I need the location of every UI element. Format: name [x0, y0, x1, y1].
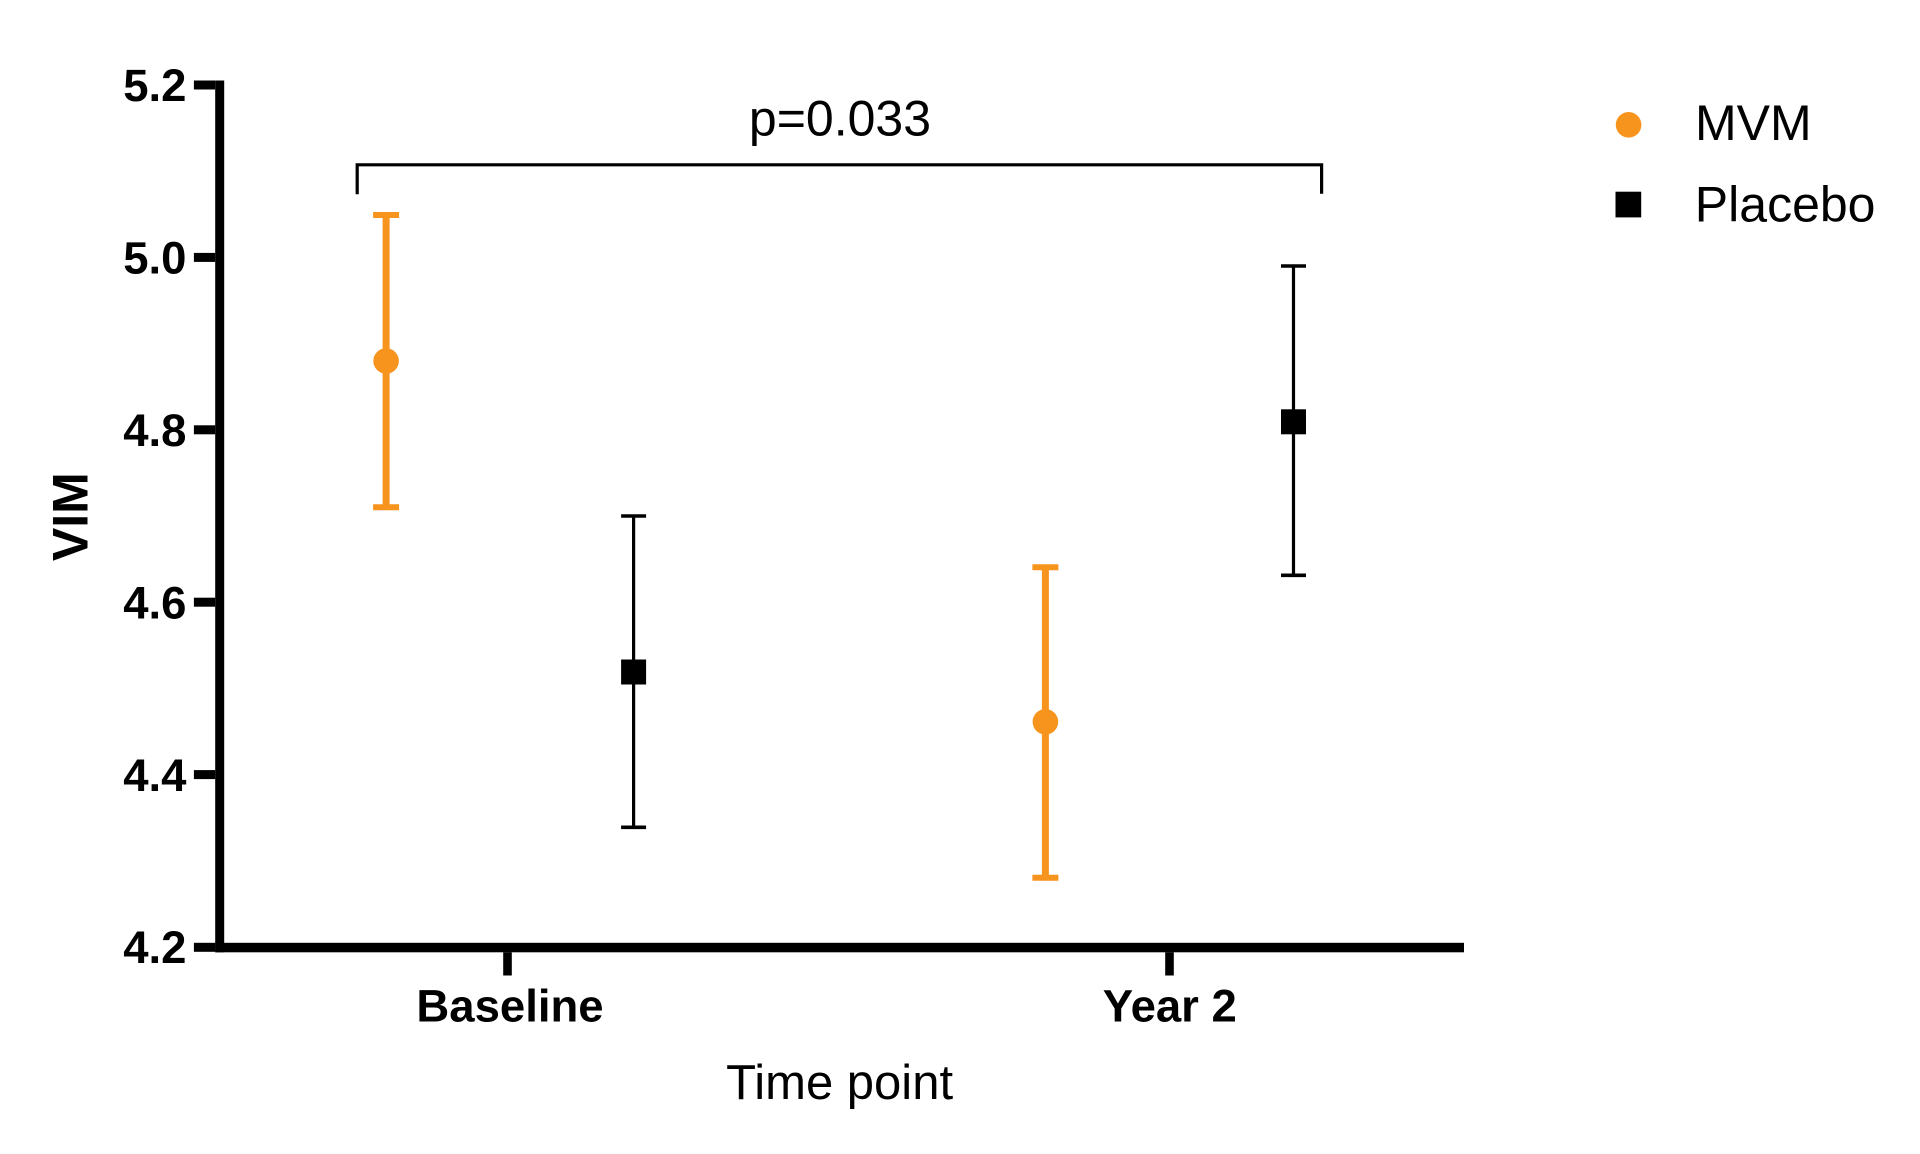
- svg-text:Time point: Time point: [726, 1056, 953, 1110]
- svg-text:MVM: MVM: [1695, 95, 1812, 151]
- svg-text:VIM: VIM: [42, 472, 98, 561]
- svg-text:Baseline: Baseline: [416, 981, 603, 1032]
- svg-text:p=0.033: p=0.033: [749, 90, 931, 146]
- svg-text:4.6: 4.6: [123, 577, 186, 628]
- svg-text:4.8: 4.8: [123, 405, 186, 456]
- svg-text:4.2: 4.2: [123, 922, 186, 973]
- svg-text:5.0: 5.0: [123, 233, 186, 284]
- svg-text:4.4: 4.4: [123, 750, 187, 801]
- svg-text:Placebo: Placebo: [1695, 176, 1876, 232]
- svg-text:5.2: 5.2: [123, 60, 186, 111]
- svg-text:Year 2: Year 2: [1103, 981, 1237, 1032]
